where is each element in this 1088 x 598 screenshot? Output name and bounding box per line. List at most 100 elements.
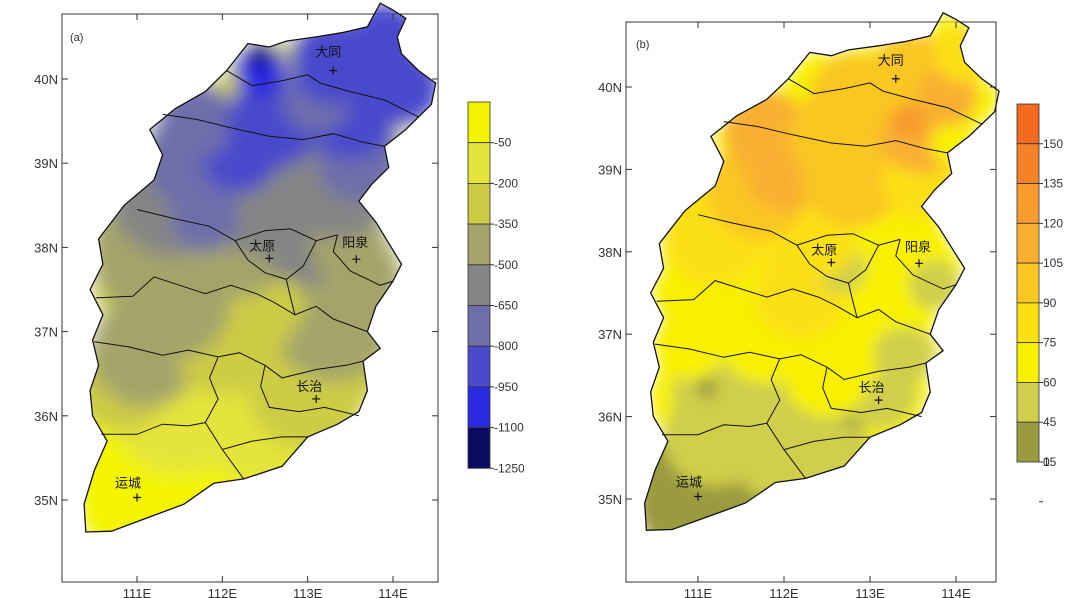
colorbar-a-segment bbox=[467, 223, 491, 266]
lon-tick-label: 114E bbox=[941, 586, 971, 598]
colorbar-a-label: -800 bbox=[494, 339, 518, 353]
prefecture-boundary-7 bbox=[654, 343, 927, 381]
city-marker bbox=[827, 258, 836, 267]
colorbar-a-label: -1100 bbox=[494, 421, 524, 435]
colorbar-a-segment bbox=[467, 345, 491, 388]
colorbar-a-label: -650 bbox=[494, 299, 518, 313]
colorbar-a-segment bbox=[467, 101, 491, 144]
prefecture-boundary-9 bbox=[822, 367, 922, 418]
lat-tick-label: 35N bbox=[34, 493, 58, 508]
colorbar-b-segment bbox=[1016, 222, 1040, 264]
city-marker bbox=[133, 493, 141, 502]
prefecture-boundary-9 bbox=[260, 365, 360, 417]
colorbar-b-label: 60 bbox=[1043, 375, 1057, 389]
colorbar-b-segment bbox=[1016, 183, 1040, 224]
prefecture-boundary-3 bbox=[895, 239, 957, 290]
colorbar-a-label: -1250 bbox=[494, 461, 525, 475]
city-marker bbox=[915, 259, 924, 268]
prefecture-boundary-3 bbox=[332, 234, 394, 286]
prefecture-boundary-6 bbox=[848, 282, 858, 318]
panel-a-prefecture-boundaries bbox=[94, 70, 419, 480]
panel-a-province-outline bbox=[83, 2, 437, 533]
city-marker bbox=[891, 74, 900, 83]
colorbar-a-segment bbox=[467, 305, 491, 347]
colorbar-a-label: -350 bbox=[494, 217, 518, 231]
panel-a-axes: 40N 39N 38N 37N 36N 35N 111E 112E 113E 114E bbox=[34, 14, 438, 598]
panel-b-label: (b) bbox=[636, 39, 649, 51]
colorbar-b-label: 135 bbox=[1043, 177, 1063, 191]
colorbar-b-segment bbox=[1016, 302, 1040, 344]
prefecture-boundary-0 bbox=[788, 78, 983, 125]
city-marker bbox=[874, 396, 883, 405]
city-label: 阳泉 bbox=[905, 239, 931, 255]
colorbar-b-label: 75 bbox=[1043, 336, 1057, 350]
colorbar-b-label: 150 bbox=[1043, 137, 1063, 151]
prefecture-boundary-4 bbox=[95, 276, 368, 333]
colorbar-b-segment bbox=[1016, 262, 1040, 304]
lon-tick-label: 113E bbox=[855, 586, 885, 598]
city-label: 大同 bbox=[315, 46, 341, 61]
colorbar-b-label: 0 bbox=[1043, 455, 1050, 469]
prefecture-boundary-11 bbox=[222, 436, 308, 450]
prefecture-boundary-7 bbox=[94, 341, 364, 379]
lon-tick-label: 112E bbox=[769, 586, 799, 598]
city-marker bbox=[329, 66, 338, 75]
city-label: 太原 bbox=[249, 239, 275, 254]
lat-tick-label: 38N bbox=[34, 240, 58, 255]
colorbar-b-label: 120 bbox=[1043, 216, 1063, 230]
field-contour-15 bbox=[874, 326, 935, 384]
city-label: 长治 bbox=[296, 380, 322, 395]
prefecture-boundary-8 bbox=[661, 358, 781, 436]
city-label: 大同 bbox=[878, 54, 904, 69]
colorbar-b-segment bbox=[1016, 382, 1040, 423]
prefecture-boundary-11 bbox=[783, 436, 870, 451]
city-label: 阳泉 bbox=[342, 235, 368, 251]
lon-tick-label: 113E bbox=[293, 586, 323, 598]
colorbar-b-label: 90 bbox=[1043, 296, 1057, 310]
lon-tick-label: 111E bbox=[123, 586, 152, 598]
prefecture-boundary-1 bbox=[723, 121, 948, 154]
colorbar-b-segment bbox=[1016, 342, 1040, 383]
lat-tick-label: 37N bbox=[598, 327, 622, 342]
colorbar-a-segment bbox=[467, 427, 491, 469]
lat-tick-label: 40N bbox=[34, 72, 58, 87]
lat-tick-label: 38N bbox=[598, 245, 622, 260]
prefecture-boundary-4 bbox=[656, 280, 931, 335]
panel-b-field bbox=[644, 12, 999, 531]
colorbar-a-segment bbox=[467, 142, 491, 184]
field-contour-38 bbox=[248, 41, 273, 66]
city-marker bbox=[352, 255, 361, 264]
city-label: 运城 bbox=[115, 476, 141, 491]
colorbar-b-segment bbox=[1016, 103, 1040, 145]
field-contour-34 bbox=[891, 103, 926, 137]
city-marker bbox=[265, 254, 274, 263]
panel-b-axes: 40N 39N 38N 37N 36N 35N 111E 112E 113E 114E bbox=[598, 22, 996, 598]
lat-tick-label: 37N bbox=[34, 325, 58, 340]
colorbar-a-label: -50 bbox=[494, 136, 512, 150]
lat-tick-label: 39N bbox=[598, 162, 622, 177]
panel-a: (a) 40N 39N 38N 37N 36N 35N 111E 112E 113E 114E 大… bbox=[34, 2, 525, 598]
city-label: 太原 bbox=[811, 244, 837, 259]
city-marker bbox=[312, 394, 321, 403]
panel-a-label: (a) bbox=[70, 32, 83, 44]
prefecture-boundary-5 bbox=[796, 244, 880, 284]
lat-tick-label: 36N bbox=[598, 410, 622, 425]
colorbar-b-label: 45 bbox=[1043, 415, 1057, 429]
prefecture-boundary-2 bbox=[136, 209, 338, 242]
lat-tick-label: 35N bbox=[598, 492, 622, 507]
colorbar-a-label: -200 bbox=[494, 176, 518, 190]
colorbar-b-segment bbox=[1016, 143, 1040, 184]
prefecture-boundary-5 bbox=[234, 240, 317, 280]
lat-tick-label: 40N bbox=[598, 80, 622, 95]
city-label: 长治 bbox=[859, 381, 885, 396]
lat-tick-label: 39N bbox=[34, 156, 58, 171]
colorbar-b-label: 15 bbox=[1043, 455, 1057, 469]
lon-tick-label: 111E bbox=[684, 586, 713, 598]
colorbar-a-segment bbox=[467, 386, 491, 428]
panel-b-province-outline bbox=[644, 11, 1000, 531]
prefecture-boundary-0 bbox=[226, 70, 419, 118]
colorbar-b-segment bbox=[1016, 421, 1040, 463]
city-label: 运城 bbox=[676, 476, 702, 491]
lat-tick-label: 36N bbox=[34, 409, 58, 424]
